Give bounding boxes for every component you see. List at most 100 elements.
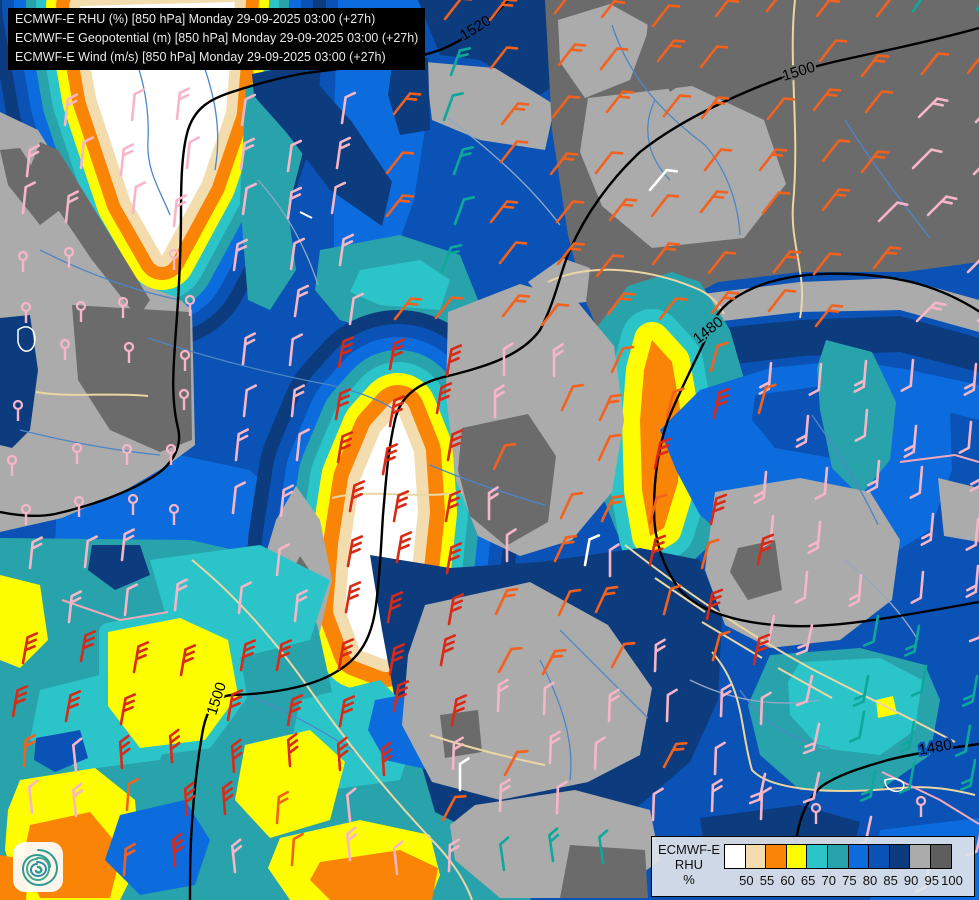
legend-threshold: 75 [842,873,857,888]
wind-barb-icon [915,301,947,323]
wind-barb-icon [662,584,682,616]
wind-barb-icon [594,151,624,175]
wind-barb-icon [392,680,410,713]
wind-barb-icon [345,826,358,862]
site-logo[interactable] [13,842,63,892]
wind-barb-icon [910,664,928,697]
wind-barb-icon [445,542,463,575]
wind-barb-icon [286,186,303,220]
wind-barb-icon [972,154,979,176]
wind-barb-icon [388,643,406,676]
wind-barb-icon [699,190,729,214]
wind-barb-icon [606,292,636,316]
legend-swatch [888,844,911,869]
wind-barb-icon [761,191,791,215]
wind-barb-icon [392,840,404,876]
legend-swatch [826,844,849,869]
wind-barb-icon [911,148,943,170]
calm-wind-symbol [168,248,180,270]
wind-barb-icon [917,97,949,119]
calm-wind-symbol [6,454,18,476]
wind-barb-icon [898,720,916,753]
wind-barb-icon [348,292,365,326]
wind-barb-icon [385,151,415,175]
wind-barb-icon [853,359,868,393]
wind-barb-icon [597,433,622,462]
calm-wind-symbol [20,301,32,323]
wind-barb-icon [503,749,529,777]
wind-barb-icon [242,384,258,418]
wind-barb-icon [795,674,814,707]
wind-barb-icon [450,694,468,727]
wind-barb-icon [548,730,561,765]
wind-barb-icon [560,383,585,412]
calm-wind-symbol [184,294,196,316]
wind-barb-icon [240,93,257,127]
wind-barb-icon [388,395,406,428]
wind-barb-icon [239,639,257,672]
wind-barb-icon [447,593,465,626]
wind-barb-icon [713,741,726,776]
calm-wind-symbol [121,443,133,465]
wind-barb-icon [920,52,950,76]
wind-barb-icon [380,741,393,777]
wind-barb-icon [286,139,303,173]
legend-threshold: 100 [941,873,963,888]
wind-barb-icon [665,688,678,723]
wind-barb-icon [64,690,82,723]
wind-barb-icon [961,674,979,707]
wind-barb-icon [443,0,473,21]
wind-barb-icon [910,570,925,604]
wind-barb-icon [25,144,41,178]
wind-barb-icon [911,0,940,13]
wind-barb-icon [290,384,306,418]
wind-barb-icon [599,47,629,71]
wind-barb-icon [453,196,476,226]
wind-barb-icon [241,332,257,366]
wind-barb-icon [393,297,423,321]
map-title-block: ECMWF-E RHU (%) [850 hPa] Monday 29-09-2… [8,8,425,70]
wind-barb-icon [555,200,585,224]
wind-barb-icon [293,589,309,623]
wind-barb-icon [712,387,731,420]
wind-barb-icon [794,570,809,604]
wind-barb-icon [231,481,247,515]
wind-barb-icon [553,0,583,15]
wind-barb-icon [802,722,821,755]
wind-barb-icon [434,296,464,320]
wind-barb-icon [275,543,291,577]
wind-barb-icon [447,838,460,873]
legend-swatch [929,844,952,869]
wind-barb-icon [493,384,505,419]
wind-barb-icon [549,152,579,176]
wind-barb-icon [498,778,511,813]
wind-barb-icon [756,533,775,566]
wind-barb-icon [703,148,733,172]
calm-wind-symbol [915,795,927,817]
wind-barb-icon [705,588,724,621]
wind-barb-icon [909,465,924,499]
wind-barb-icon [772,250,802,274]
wind-barb-icon [22,733,36,768]
wind-barb-icon [444,490,462,523]
wind-barb-icon [759,786,772,821]
legend-threshold: 70 [821,873,837,888]
wind-barb-icon [954,724,972,757]
wind-barb-icon [83,535,99,569]
legend-threshold: 95 [924,873,940,888]
wind-barb-icon [505,528,517,563]
wind-barb-icon [439,634,457,667]
calm-wind-symbol [168,503,180,525]
wind-barb-icon [279,484,295,518]
wind-barb-icon [860,54,890,78]
wind-barb-icon [28,536,44,570]
wind-barb-icon [821,139,851,163]
wind-barb-icon [795,414,810,448]
wind-barb-icon [766,97,796,121]
calm-wind-symbol [178,388,190,410]
wind-barb-icon [500,102,530,126]
wind-barb-icon [719,683,732,718]
wind-barb-icon [903,424,918,458]
